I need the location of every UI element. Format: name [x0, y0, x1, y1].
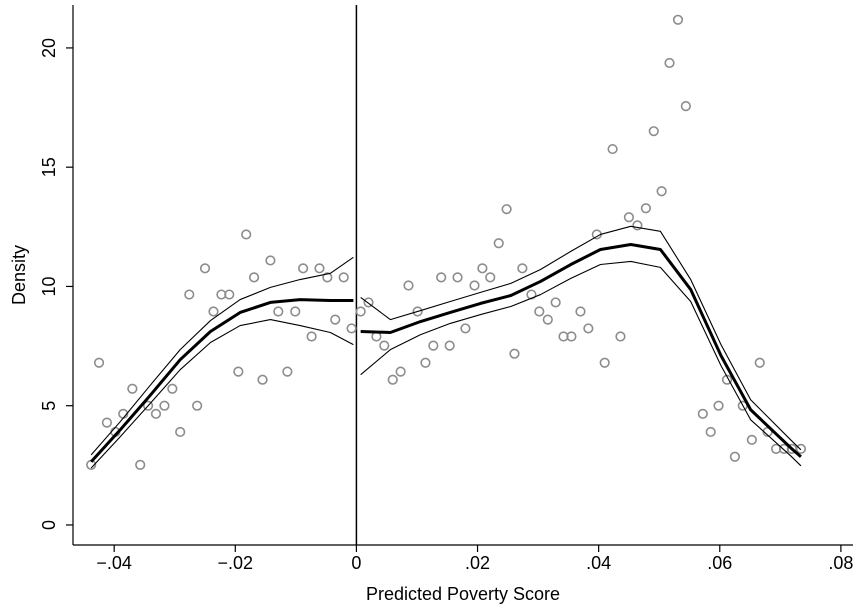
data-point [387, 374, 398, 385]
ci-line [360, 260, 802, 467]
x-tick-label: .08 [828, 553, 853, 573]
fit-line [90, 298, 354, 463]
data-point [517, 263, 528, 274]
ci-line [90, 256, 354, 456]
data-point [338, 272, 349, 283]
data-point [298, 263, 309, 274]
data-point [127, 383, 138, 394]
x-tick-label: .04 [586, 553, 611, 573]
y-tick-label: 5 [39, 401, 59, 411]
data-point [420, 357, 431, 368]
y-tick-label: 15 [39, 157, 59, 177]
x-tick-label: .02 [465, 553, 490, 573]
data-point [501, 204, 512, 215]
data-point [150, 408, 162, 419]
data-point [729, 451, 741, 462]
data-point [656, 186, 667, 197]
data-point [575, 306, 586, 317]
data-point [452, 272, 463, 283]
data-point [599, 357, 610, 368]
data-point [159, 400, 170, 411]
data-point [485, 272, 496, 283]
data-point [436, 272, 447, 283]
data-point [795, 443, 807, 454]
data-point [550, 297, 561, 308]
fit-line [360, 242, 802, 458]
data-point [175, 426, 186, 438]
data-point [330, 314, 341, 325]
ci-line [90, 319, 354, 469]
data-point [306, 331, 317, 342]
data-point [632, 220, 643, 231]
data-point [607, 143, 618, 155]
data-point [664, 57, 675, 69]
data-point [208, 306, 219, 317]
data-point [526, 289, 537, 300]
data-point [395, 366, 406, 377]
data-point [224, 289, 235, 300]
data-point [680, 101, 691, 112]
data-point [615, 331, 626, 342]
data-point [199, 263, 211, 274]
data-point [648, 126, 659, 137]
data-point [705, 426, 716, 438]
y-tick-label: 10 [39, 276, 59, 296]
ci-line [360, 225, 802, 451]
x-tick-label: −.04 [96, 553, 132, 573]
y-axis-title: Density [9, 245, 29, 305]
data-point [101, 417, 113, 428]
data-point [355, 306, 366, 317]
data-point [257, 374, 268, 385]
data-point [460, 323, 471, 334]
data-point [184, 289, 195, 300]
data-point [444, 340, 455, 351]
data-point [640, 203, 651, 214]
data-point [167, 383, 178, 394]
data-point [241, 229, 252, 240]
y-tick-label: 0 [39, 520, 59, 530]
data-point [93, 357, 105, 368]
y-tick-label: 20 [39, 38, 59, 58]
data-point [469, 280, 480, 291]
data-point [233, 366, 244, 377]
data-point [623, 212, 635, 223]
data-point [282, 366, 293, 377]
data-point [192, 400, 203, 411]
data-point [142, 400, 154, 411]
data-point [493, 238, 504, 249]
x-tick-label: 0 [351, 553, 361, 573]
data-point [273, 306, 284, 317]
data-point [721, 374, 733, 385]
data-point [248, 272, 260, 283]
data-point [534, 306, 545, 317]
x-tick-label: .06 [707, 553, 732, 573]
data-point [542, 314, 553, 325]
data-point [265, 255, 276, 266]
data-point [363, 297, 374, 308]
data-point [322, 272, 333, 283]
data-point [713, 400, 724, 411]
data-point [672, 14, 684, 25]
x-axis-title: Predicted Poverty Score [366, 584, 560, 604]
data-point [290, 306, 301, 317]
x-tick-label: −.02 [218, 553, 254, 573]
data-point [428, 340, 439, 351]
data-point [346, 323, 357, 334]
data-point [697, 408, 708, 419]
data-point [746, 434, 757, 445]
data-point [412, 306, 423, 317]
data-point [583, 323, 594, 334]
data-point [403, 280, 414, 291]
data-point [135, 459, 146, 470]
data-point [509, 348, 520, 359]
data-point [754, 357, 765, 368]
data-point [566, 331, 577, 342]
data-point [379, 340, 390, 351]
data-point [314, 263, 325, 274]
data-point [477, 263, 488, 274]
